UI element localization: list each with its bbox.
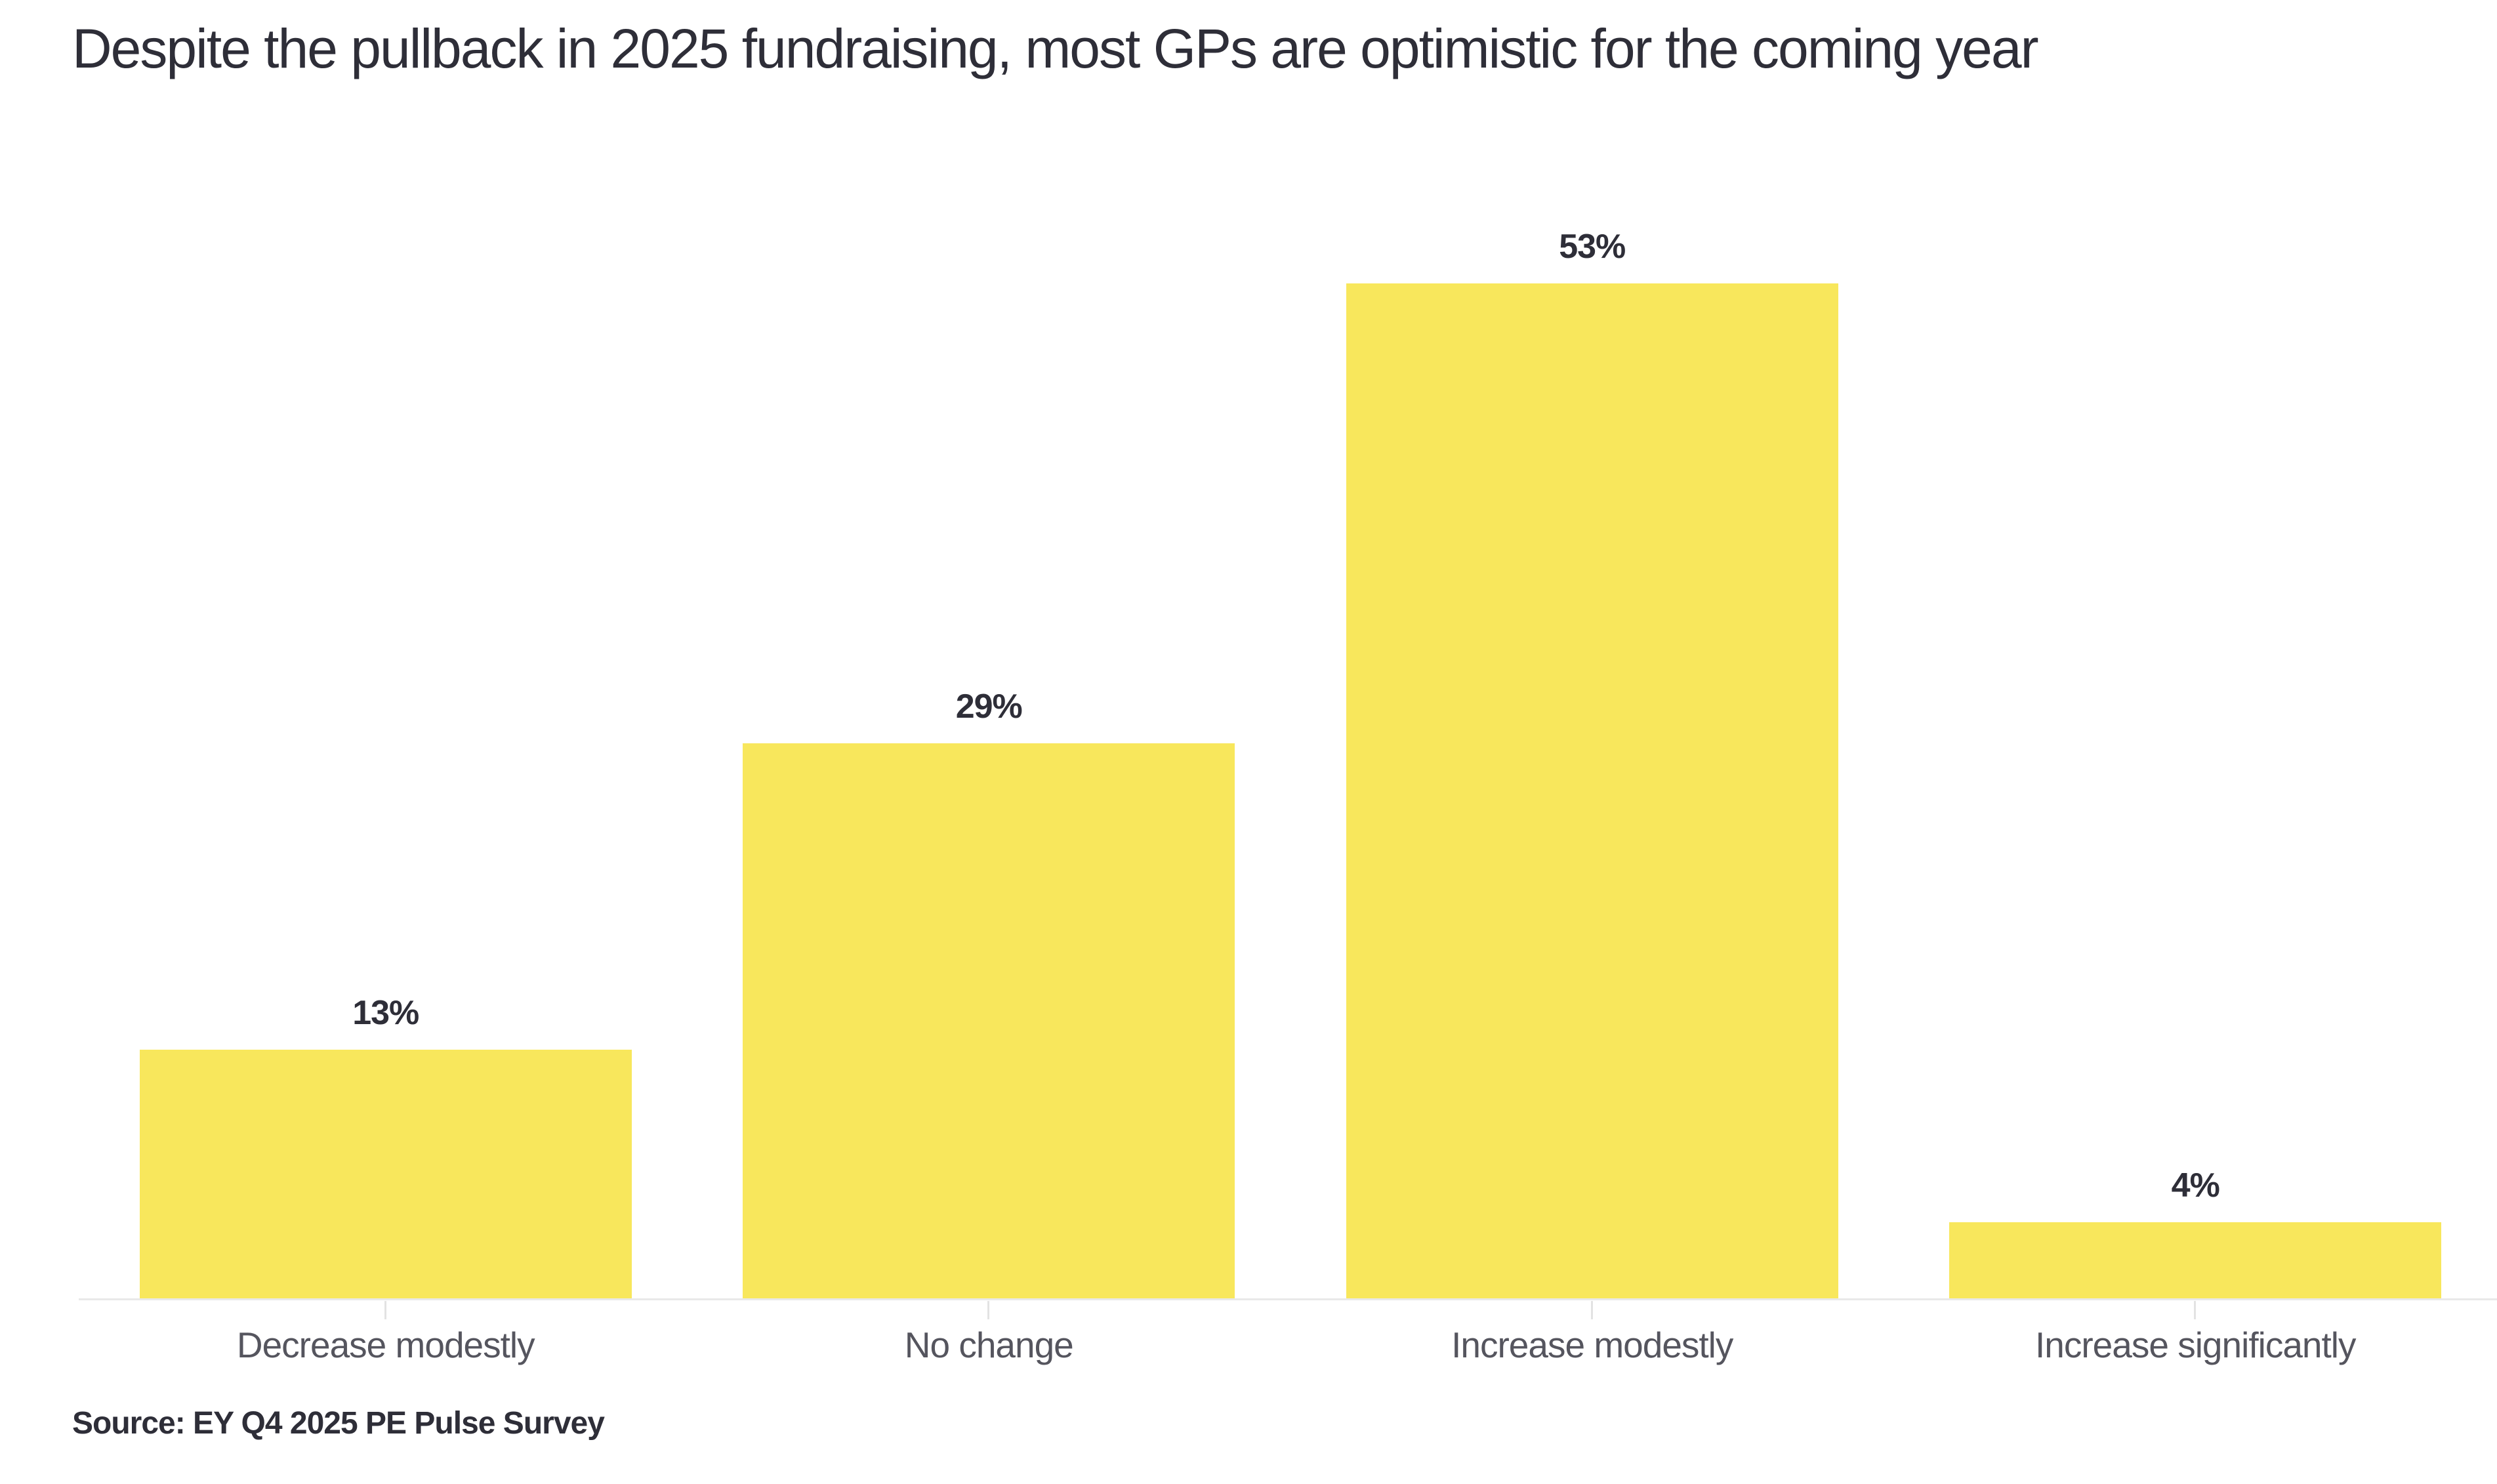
value-label: 53%: [1559, 228, 1626, 266]
bar-decrease-modestly: [139, 1050, 632, 1299]
bar-increase-modestly: [1346, 283, 1838, 1299]
bar-increase-significantly: [1949, 1222, 2442, 1299]
bar-no-change: [743, 743, 1235, 1299]
x-axis-label-no-change: No change: [904, 1325, 1074, 1365]
x-axis-tick: [384, 1301, 386, 1319]
x-axis-tick: [2194, 1301, 2197, 1319]
chart-title: Despite the pullback in 2025 fundraising…: [72, 18, 2039, 79]
x-axis-label-increase-significantly: Increase significantly: [2034, 1325, 2357, 1365]
bar-group-increase-significantly: 4% Increase significantly: [1894, 0, 2497, 1365]
x-axis-label-increase-modestly: Increase modestly: [1451, 1325, 1733, 1365]
value-label: 4%: [2171, 1166, 2220, 1205]
bar-group-increase-modestly: 53% Increase modestly: [1290, 0, 1894, 1365]
x-axis-line: [79, 1298, 2497, 1300]
x-axis-tick: [1590, 1301, 1593, 1319]
value-label: 13%: [352, 994, 419, 1032]
bar-group-decrease-modestly: 13% Decrease modestly: [84, 0, 688, 1365]
plot-area: 13% Decrease modestly 29% No change 53% …: [84, 0, 2497, 1365]
x-axis-label-decrease-modestly: Decrease modestly: [236, 1325, 535, 1365]
value-label: 29%: [955, 688, 1023, 726]
x-axis-tick: [987, 1301, 990, 1319]
source-note: Source: EY Q4 2025 PE Pulse Survey: [72, 1406, 605, 1441]
bar-group-no-change: 29% No change: [688, 0, 1291, 1365]
